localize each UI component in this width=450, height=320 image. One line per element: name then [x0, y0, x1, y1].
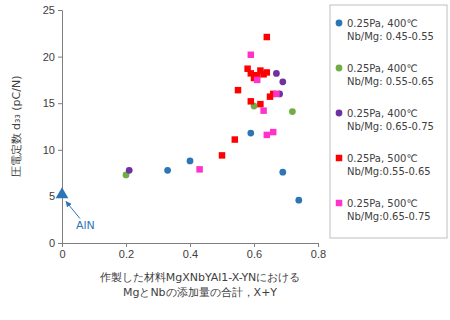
tick-label: 0.8	[311, 248, 326, 260]
point	[196, 166, 202, 172]
annotation-arrow	[66, 202, 80, 219]
point	[264, 69, 270, 75]
point	[295, 197, 302, 204]
point	[279, 169, 286, 176]
y-axis: 0 5 10 15 20 25	[43, 4, 63, 249]
tick-label: 10	[43, 144, 55, 156]
point	[264, 132, 270, 138]
legend-label: 0.25Pa, 400℃Nb/Mg: 0.55-0.65	[347, 63, 434, 87]
tick-label: 0.2	[119, 248, 134, 260]
legend-box	[330, 5, 447, 238]
axis-line	[63, 244, 319, 248]
x-axis: 0 0.2 0.4 0.6 0.8	[59, 243, 326, 260]
tick-mark	[58, 243, 62, 244]
tick: 0.6	[247, 243, 262, 260]
legend-label: 0.25Pa, 500℃Nb/Mg:0.65-0.75	[347, 198, 431, 222]
series	[123, 103, 296, 179]
chart: 0 0.2 0.4 0.6 0.8 0 5 10 15 20 25 作製した材料MgXNbYAl1-X…	[0, 0, 450, 320]
series	[126, 70, 286, 174]
series	[164, 130, 302, 204]
tick: 25	[43, 4, 62, 16]
tick-label: 20	[43, 51, 55, 63]
tick: 0.8	[311, 243, 326, 260]
point	[270, 129, 276, 135]
series	[219, 34, 277, 159]
tick-label: 25	[43, 4, 55, 16]
plot-area	[56, 34, 303, 204]
axis-line	[58, 11, 63, 244]
tick-label: 15	[43, 97, 55, 109]
point	[232, 136, 238, 142]
point	[257, 101, 263, 107]
annotation: AlN	[76, 219, 95, 232]
tick-mark	[190, 243, 191, 247]
tick: 0	[49, 237, 62, 249]
point	[279, 78, 286, 85]
legend-marker	[336, 155, 342, 161]
tick-mark	[58, 57, 62, 58]
legend-marker	[336, 20, 343, 27]
tick-label: 0.4	[183, 248, 198, 260]
tick-mark	[58, 150, 62, 151]
point	[260, 107, 266, 113]
legend-marker	[336, 65, 343, 72]
point	[187, 158, 194, 165]
series	[196, 51, 279, 172]
tick-label: 0	[49, 237, 55, 249]
tick: 15	[43, 97, 62, 109]
point	[248, 98, 254, 104]
point	[247, 130, 254, 137]
legend-label: 0.25Pa, 500℃Nb/Mg:0.55-0.65	[347, 153, 431, 177]
x-axis-title: 作製した材料MgXNbYAl1-X-YNにおけるMgとNbの添加量の合計，X+Y	[99, 271, 301, 299]
tick-mark	[58, 10, 62, 11]
legend-marker	[336, 200, 342, 206]
point	[273, 70, 280, 77]
point	[235, 87, 241, 93]
tick-label: 0	[59, 248, 65, 260]
point	[164, 167, 171, 174]
point	[273, 91, 279, 97]
reference-point	[56, 187, 69, 198]
point	[126, 167, 133, 174]
tick-label: 5	[49, 190, 55, 202]
y-axis-title: 圧電定数 d₃₃ (pC/N)	[10, 76, 23, 178]
point	[264, 34, 270, 40]
point	[289, 108, 296, 115]
tick-label: 0.6	[247, 248, 262, 260]
tick: 20	[43, 51, 62, 63]
tick-mark	[58, 103, 62, 104]
point	[219, 152, 225, 158]
legend: 0.25Pa, 400℃Nb/Mg: 0.45-0.55 0.25Pa, 400℃…	[330, 5, 447, 238]
legend-label: 0.25Pa, 400℃Nb/Mg: 0.65-0.75	[347, 108, 434, 132]
tick: 0	[59, 243, 65, 260]
tick: 10	[43, 144, 62, 156]
tick-mark	[254, 243, 255, 247]
tick-mark	[126, 243, 127, 247]
legend-marker	[336, 110, 343, 117]
tick-mark	[318, 243, 319, 247]
tick: 0.4	[183, 243, 198, 260]
tick: 0.2	[119, 243, 134, 260]
point	[254, 77, 260, 83]
legend-label: 0.25Pa, 400℃Nb/Mg: 0.45-0.55	[347, 18, 434, 42]
point	[248, 51, 254, 57]
